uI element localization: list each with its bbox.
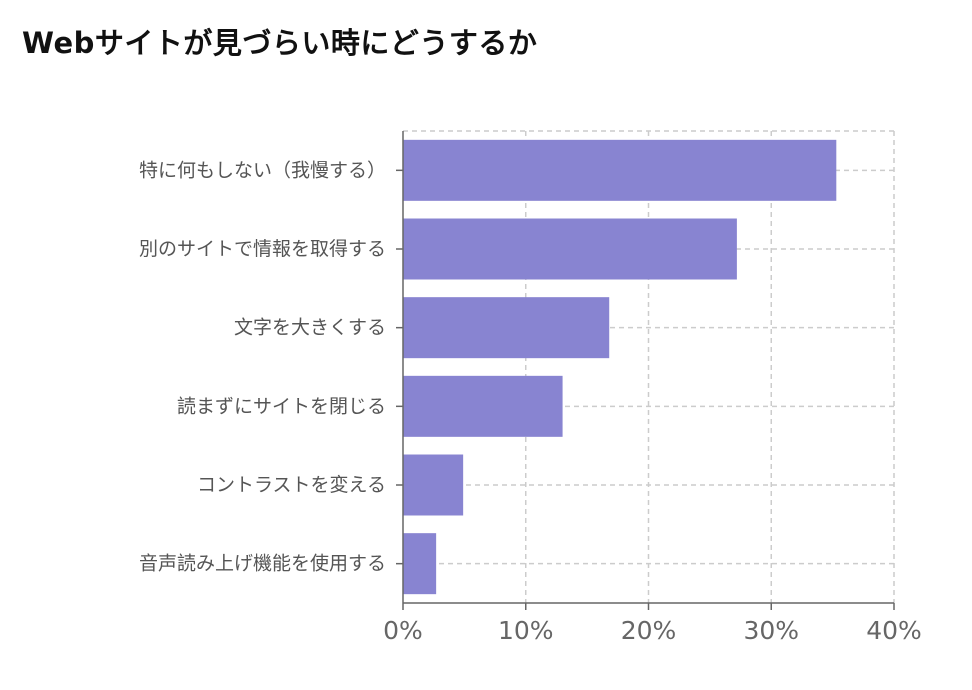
label-layer: 特に何もしない（我慢する） 別のサイトで情報を取得する文字を大きくする読まずにサイ… (139, 159, 922, 645)
chart-title: Webサイトが見づらい時にどうするか (22, 26, 538, 60)
bar (403, 218, 737, 280)
x-tick-label: 30% (743, 616, 799, 645)
category-label: 別のサイトで情報を取得する (139, 238, 386, 260)
category-label: コントラストを変える (197, 474, 386, 496)
category-label: 文字を大きくする (234, 317, 386, 339)
bar-layer (403, 139, 837, 595)
axis-layer (396, 131, 895, 610)
x-tick-label: 0% (383, 616, 423, 645)
bar (403, 375, 563, 437)
x-tick-label: 20% (621, 616, 677, 645)
bar (403, 533, 437, 595)
bar (403, 139, 837, 201)
category-label: 読まずにサイトを閉じる (177, 395, 386, 417)
grid-layer (403, 130, 895, 603)
x-tick-label: 40% (866, 616, 922, 645)
bar (403, 454, 464, 516)
bar (403, 297, 610, 359)
category-label: 特に何もしない（我慢する） (139, 159, 386, 181)
x-tick-label: 10% (498, 616, 554, 645)
category-label: 音声読み上げ機能を使用する (139, 553, 386, 575)
